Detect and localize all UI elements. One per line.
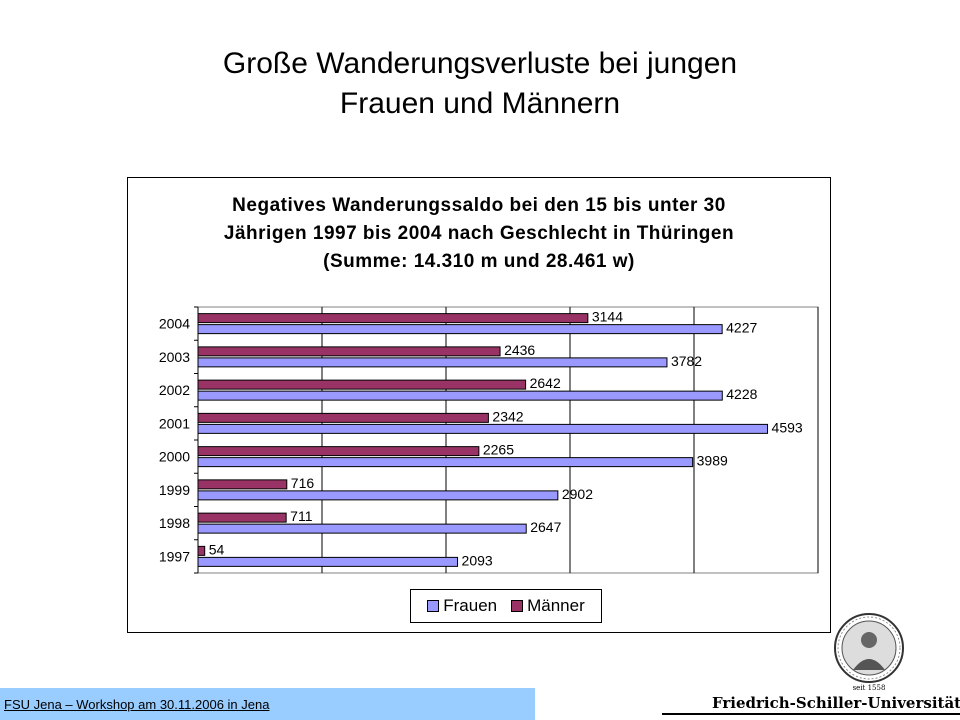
value-label-maenner-2003: 2436	[504, 342, 535, 358]
chart-legend: Frauen Männer	[410, 589, 602, 623]
value-label-maenner-2000: 2265	[483, 442, 514, 458]
bar-maenner-1998	[197, 512, 287, 523]
bar-frauen-2003	[197, 357, 668, 368]
category-label-2002: 2002	[159, 382, 190, 398]
university-seal-icon	[834, 613, 904, 683]
footer-link[interactable]: FSU Jena – Workshop am 30.11.2006 in Jen…	[4, 696, 270, 712]
category-label-2001: 2001	[159, 415, 190, 431]
bar-maenner-2003	[197, 346, 501, 357]
seal-caption: seit 1558	[852, 684, 886, 692]
bar-frauen-2004	[197, 324, 723, 335]
bar-maenner-2001	[197, 412, 489, 423]
bar-frauen-1999	[197, 490, 559, 501]
value-label-frauen-2003: 3782	[671, 353, 702, 369]
chart-title: Negatives Wanderungssaldo bei den 15 bis…	[128, 192, 830, 276]
bar-chart: 2004 3144 4227 2003 2436 3782 2002 2642 4228 2001…	[159, 306, 819, 574]
category-label-2004: 2004	[159, 316, 190, 332]
legend-label-frauen: Frauen	[443, 596, 498, 615]
bar-frauen-1998	[197, 523, 527, 534]
legend-label-maenner: Männer	[527, 596, 585, 615]
chart-frame: 2004 3144 4227 2003 2436 3782 2002 2642 4228 2001…	[127, 177, 831, 633]
bar-frauen-2000	[197, 457, 694, 468]
legend-swatch-frauen	[427, 600, 440, 612]
value-label-maenner-2004: 3144	[592, 309, 623, 325]
bar-frauen-1997	[197, 556, 459, 567]
legend-swatch-maenner	[511, 600, 524, 612]
bar-frauen-2001	[197, 423, 769, 434]
bar-maenner-2002	[197, 379, 527, 390]
bar-maenner-1997	[197, 545, 206, 556]
value-label-frauen-2004: 4227	[726, 320, 757, 336]
value-label-maenner-2002: 2642	[530, 375, 561, 391]
chart-title-line3: (Summe: 14.310 m und 28.461 w)	[323, 251, 635, 272]
slide-title: Große Wanderungsverluste bei jungen Frau…	[0, 44, 960, 124]
category-label-1997: 1997	[159, 548, 190, 564]
slide-title-line1: Große Wanderungsverluste bei jungen	[222, 47, 738, 80]
slide-title-line2: Frauen und Männern	[339, 87, 621, 120]
value-label-maenner-1997: 54	[209, 541, 225, 557]
university-underline	[662, 713, 960, 715]
bar-maenner-1999	[197, 479, 288, 490]
category-label-1999: 1999	[159, 482, 190, 498]
category-label-1998: 1998	[159, 515, 190, 531]
footer-bar: FSU Jena – Workshop am 30.11.2006 in Jen…	[0, 688, 535, 720]
category-label-2003: 2003	[159, 349, 190, 365]
chart-title-line1: Negatives Wanderungssaldo bei den 15 bis…	[232, 195, 726, 216]
bar-frauen-2002	[197, 390, 723, 401]
bar-maenner-2004	[197, 313, 589, 324]
bar-maenner-2000	[197, 446, 480, 457]
value-label-maenner-1998: 711	[290, 508, 313, 524]
category-label-2000: 2000	[159, 449, 190, 465]
value-label-frauen-1998: 2647	[530, 519, 561, 535]
value-label-frauen-2001: 4593	[772, 419, 803, 435]
chart-title-line2: Jährigen 1997 bis 2004 nach Geschlecht i…	[223, 223, 735, 244]
university-name: Friedrich-Schiller-Universität Jena	[712, 694, 960, 712]
value-label-maenner-1999: 716	[291, 475, 315, 491]
legend-item-maenner: Männer	[511, 596, 585, 616]
value-label-frauen-2000: 3989	[697, 453, 728, 469]
value-label-frauen-1997: 2093	[462, 552, 493, 568]
value-label-maenner-2001: 2342	[492, 408, 523, 424]
value-label-frauen-1999: 2902	[562, 486, 593, 502]
value-label-frauen-2002: 4228	[726, 386, 757, 402]
legend-item-frauen: Frauen	[427, 596, 497, 616]
